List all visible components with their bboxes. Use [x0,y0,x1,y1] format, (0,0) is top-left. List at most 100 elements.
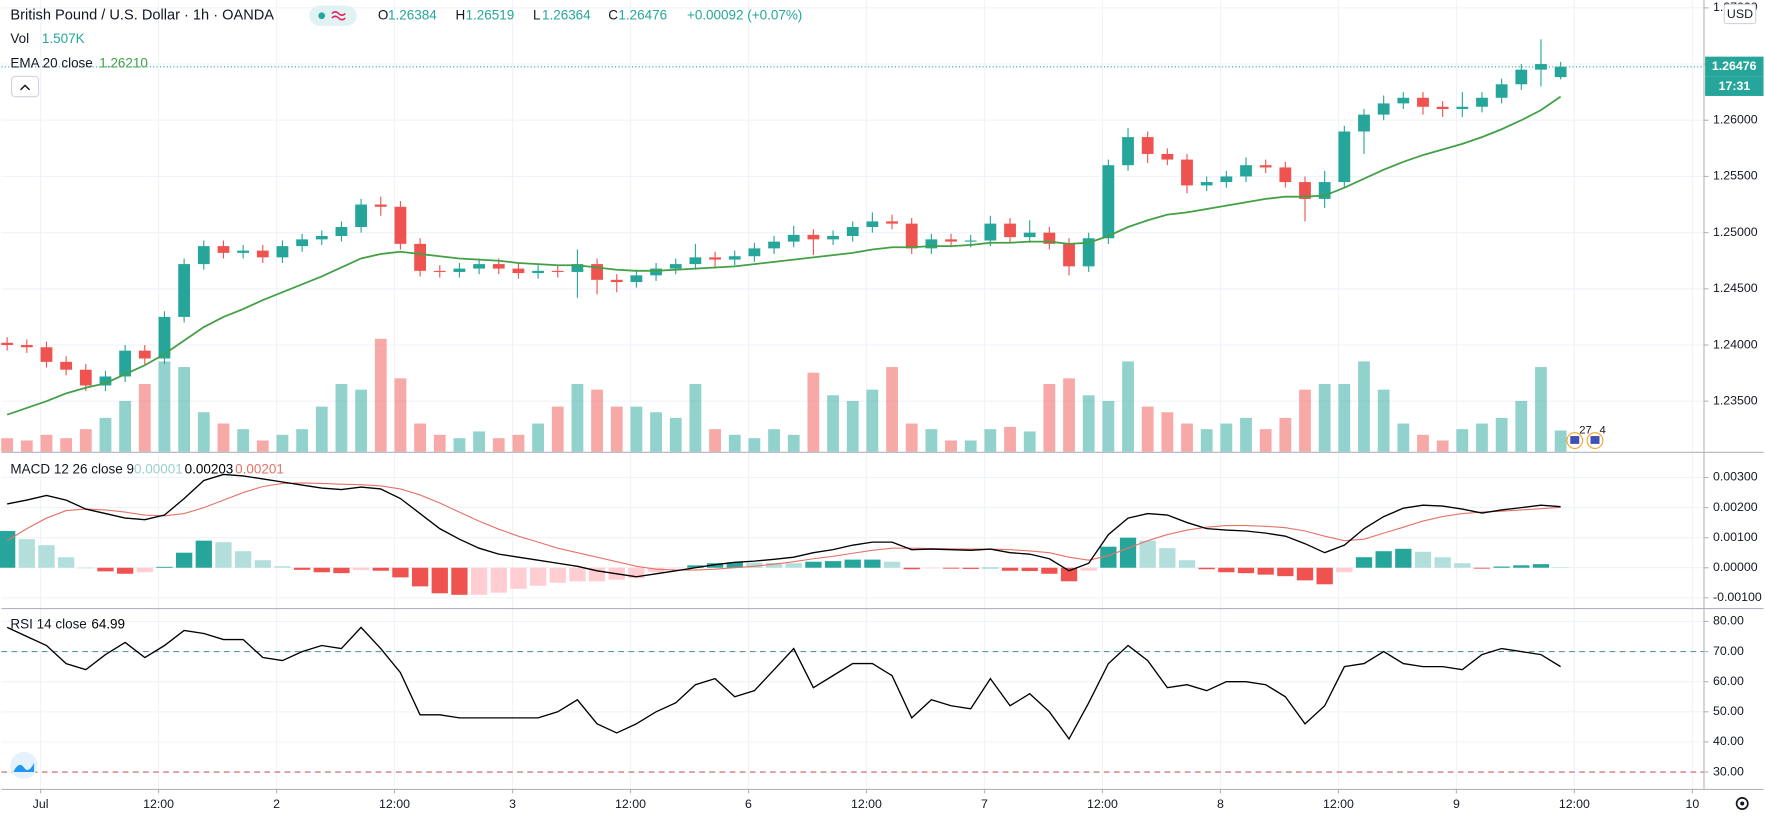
macd-histogram-bar [234,551,252,568]
collapse-icon [20,84,31,91]
macd-histogram-bar [156,566,173,568]
macd-histogram-bar [1513,565,1530,568]
volume-bar [1318,384,1331,452]
candle-body [1004,223,1016,238]
gear [1735,797,1749,810]
candle-body [394,206,407,244]
volume-bar [355,389,368,452]
macd-histogram-bar [687,565,704,568]
ohlc-value: 1.26364 [542,7,591,22]
macd-histogram-bar [1414,551,1432,568]
volume-bar [119,400,132,452]
volume-bar [787,434,800,452]
candle-body [119,350,132,377]
volume-bar [1240,417,1252,452]
volume-bar [20,440,33,452]
macd-histogram-bar [942,567,960,569]
macd-histogram-bar [451,567,468,595]
candle-body [1220,176,1233,183]
macd-histogram-bar [1237,567,1255,574]
macd-legend: MACD 12 26 close 9 [10,461,134,476]
y-tick-label: 0.00100 [1713,530,1758,544]
countdown-label: 17:31 [1719,79,1751,93]
volume-bar [689,384,702,452]
last-price-label: 1.26476 [1712,59,1757,73]
volume-bar [1554,430,1567,452]
volume-bar [197,412,210,452]
volume-bar [1141,406,1154,452]
volume-bar [1161,412,1174,452]
macd-histogram-bar [667,567,684,569]
candle-body [964,240,977,242]
candle-body [1122,137,1134,166]
y-tick-label: 1.25500 [1713,169,1758,183]
macd-histogram-bar [1021,567,1038,572]
candle-body [728,256,741,260]
macd-histogram-bar [962,567,979,569]
macd-histogram-bar [1454,563,1471,568]
axes: 1.23500 1.24000 1.24500 1.25000 1.25500 1.260… [33,0,1764,811]
event-flag [1570,436,1580,444]
countdown-box [1705,76,1764,96]
event-flag [1590,436,1600,444]
y-tick-label: 1.26000 [1713,113,1758,127]
candle-body [886,221,898,224]
macd-histogram-bar [411,567,429,587]
x-tick-label: 12:00 [851,797,882,811]
macd-histogram-bar [215,542,232,568]
last-price-box [1705,56,1764,77]
macd-histogram-bar [38,545,55,568]
macd-histogram-bar [923,567,940,569]
candle-body [256,250,269,258]
candle-body [1063,243,1075,267]
candle-body [217,246,230,253]
macd-histogram-bar [805,561,822,568]
candle-body [374,204,387,207]
candle-body [1161,153,1174,160]
macd-histogram-bar [549,567,566,583]
volume-bar [335,384,348,452]
candle-body [846,227,859,236]
candle-body [138,350,151,359]
volume-bar [1377,389,1390,452]
indicator-dot [318,12,326,20]
macd-histogram-bar [824,561,842,568]
candle-body [414,243,426,271]
candle-body [1102,165,1115,239]
y-tick-label: 1.25000 [1713,225,1758,239]
macd-histogram-bar [1218,567,1235,573]
volume-bar [492,438,505,452]
volume-bar [276,434,289,452]
volume-bar [1515,400,1528,452]
candle-body [276,246,289,258]
indicator-toggle[interactable] [309,5,357,26]
volume-bar [60,438,73,452]
volume-bar [1082,395,1095,452]
y-tick-label: 1.24500 [1713,281,1758,295]
volume-bar [217,423,230,452]
volume-bar [1299,389,1311,452]
volume-bar [40,434,53,452]
macd-histogram-bar [1395,548,1412,568]
candle-body [689,257,702,265]
candle-body [1436,106,1449,110]
macd-histogram-bar [1296,567,1314,581]
volume-bar [79,429,92,452]
y-tick-label: 0.00200 [1713,500,1758,514]
x-tick-label: Jul [33,797,49,811]
volume-bar [728,434,741,452]
candle-body [99,376,112,386]
x-tick-label: 9 [1453,797,1460,811]
volume-bar [1,438,14,452]
x-tick-label: 7 [981,797,988,811]
candle-body [532,270,544,274]
candle-body [158,316,171,359]
settings-icon[interactable] [1735,797,1749,810]
y-tick-label: 40.00 [1713,734,1744,748]
candle-body [1259,165,1272,168]
candle-body [1535,64,1547,70]
x-tick-label: 12:00 [379,797,410,811]
collapse-button[interactable] [10,75,40,98]
x-tick-label: 10 [1686,797,1700,811]
currency-badge[interactable] [1723,3,1757,25]
